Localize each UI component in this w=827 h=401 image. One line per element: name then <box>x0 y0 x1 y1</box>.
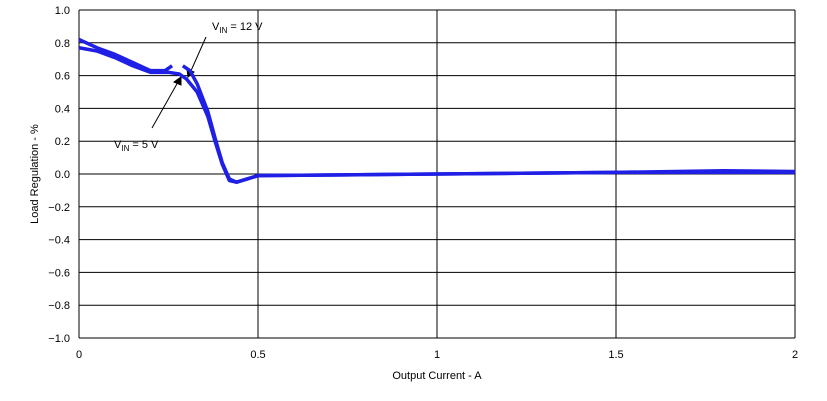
series-line <box>78 37 796 184</box>
x-tick-label: 1 <box>434 349 440 361</box>
y-tick-label: −1.0 <box>48 333 70 345</box>
y-tick-label: 0.8 <box>55 38 70 50</box>
annotation: VIN = 12 V <box>212 21 263 35</box>
y-axis-label: Load Regulation - % <box>29 124 41 224</box>
y-tick-label: 0.4 <box>55 103 70 115</box>
y-tick-label: 1.0 <box>55 5 70 17</box>
y-tick-label: 0.6 <box>55 71 70 83</box>
arrow <box>151 81 179 129</box>
y-tick-label: −0.2 <box>48 202 70 214</box>
x-tick-label: 1.5 <box>608 349 623 361</box>
annotation: VIN = 5 V <box>114 139 159 153</box>
y-tick-label: −0.4 <box>48 235 70 247</box>
y-tick-label: 0.2 <box>55 136 70 148</box>
y-tick-label: −0.6 <box>48 267 70 279</box>
arrow <box>189 36 207 74</box>
x-axis-label: Output Current - A <box>392 370 482 382</box>
x-tick-label: 0 <box>76 349 82 361</box>
arrowhead <box>172 76 182 86</box>
y-tick-label: 0.0 <box>55 169 70 181</box>
y-tick-label: −0.8 <box>48 300 70 312</box>
x-tick-label: 2 <box>792 349 798 361</box>
x-tick-label: 0.5 <box>250 349 265 361</box>
